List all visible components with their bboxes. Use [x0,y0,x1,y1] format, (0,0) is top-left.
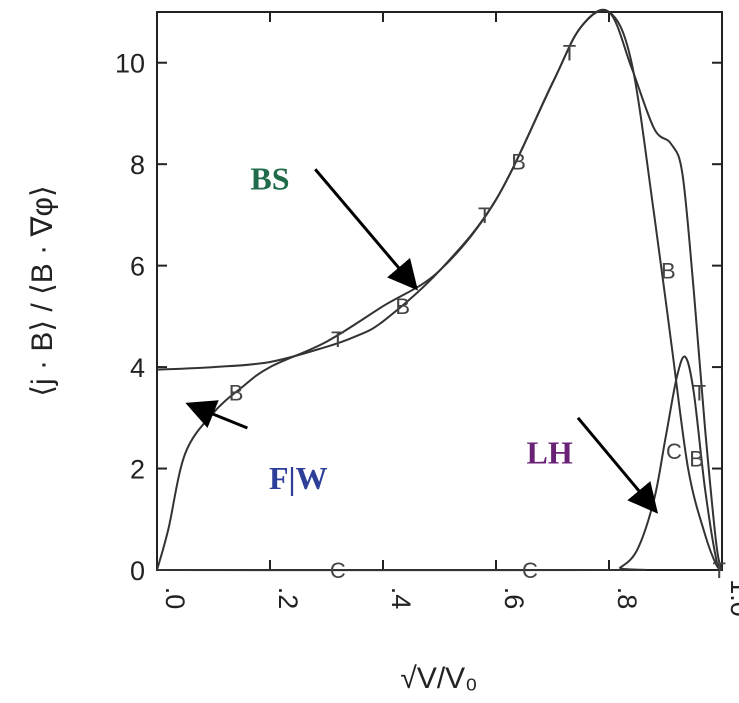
series-marker-b: B [689,446,704,471]
series-marker-c: C [666,439,682,464]
x-axis-title: √V/V₀ [400,662,477,695]
series-marker-c: C [330,558,346,583]
annotations: BS F|W LH [185,161,659,514]
series-marker-c: C [522,558,538,583]
x-tick-label: .2 [273,587,303,610]
series-line-b [156,9,723,571]
x-tick-label: .6 [499,587,529,610]
series-marker-b: B [661,259,676,284]
series-lines [156,8,723,572]
x-tick-label: .4 [386,587,416,610]
y-tick-label: 6 [130,252,145,282]
series-marker-t: T [563,41,576,66]
y-axis-title: ⟨j · B⟩ / ⟨B · ∇φ⟩ [26,185,59,396]
series-marker-t: T [712,558,725,583]
series-marker-b: B [511,150,526,175]
annotation-arrow [314,168,418,291]
series-marker-t: T [331,327,344,352]
annotation-label: LH [527,434,573,470]
annotation-label: F|W [269,460,328,496]
series-marker-b: B [395,294,410,319]
annotation-label: BS [250,161,289,197]
x-tick-label: 1.0 [725,579,739,617]
x-tick-label: .0 [160,587,190,610]
x-tick-label: .8 [612,587,642,610]
series-marker-t: T [478,203,491,228]
y-tick-label: 2 [130,455,145,485]
annotation-arrow [185,400,248,430]
annotation-arrow [576,416,659,514]
y-tick-label: 0 [130,556,145,586]
series-marker-b: B [229,380,244,405]
axis-ticks: .0 .2 .4 .6 .8 1.0 0 2 4 6 8 10 [115,12,739,617]
series-line-c [156,355,723,572]
y-tick-label: 10 [115,49,145,79]
y-tick-label: 8 [130,150,145,180]
y-tick-label: 4 [130,353,145,383]
series-marker-t: T [693,380,706,405]
